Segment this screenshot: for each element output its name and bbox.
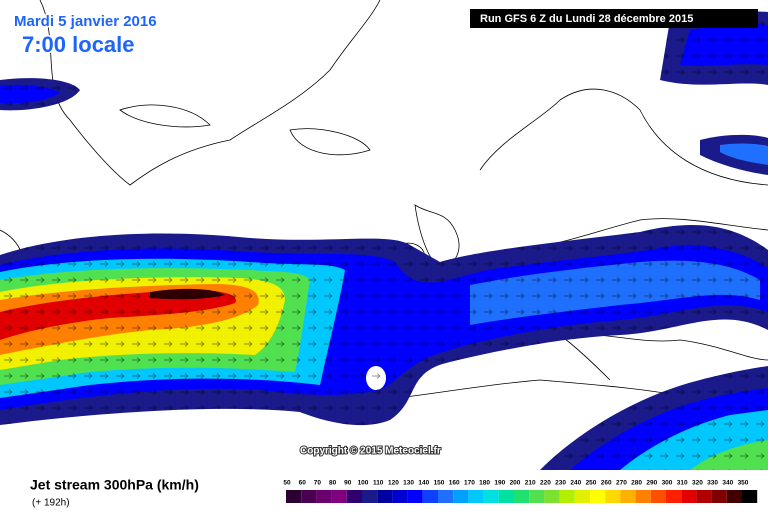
map [0,0,768,470]
legend-label: 290 [646,480,657,487]
legend-label: 140 [418,480,429,487]
legend-swatch [696,490,712,503]
legend-label: 120 [388,480,399,487]
legend-label: 190 [494,480,505,487]
legend-swatch [362,490,378,503]
legend-swatch [286,490,302,503]
legend-swatch [377,490,393,503]
legend-swatch [559,490,575,503]
legend-label: 160 [449,480,460,487]
legend-label: 300 [662,480,673,487]
legend-swatch [726,490,742,503]
legend-swatch [453,490,469,503]
legend-swatch [514,490,530,503]
legend-label: 350 [738,480,749,487]
legend-label: 60 [299,480,307,487]
legend-swatch [498,490,514,503]
legend-label: 180 [479,480,490,487]
legend-swatch [468,490,484,503]
legend-swatch [742,490,758,503]
legend-swatch [544,490,560,503]
legend-label: 150 [434,480,445,487]
legend-swatch [316,490,332,503]
legend-label: 170 [464,480,475,487]
legend-swatch [650,490,666,503]
legend-label: 330 [707,480,718,487]
legend-swatch [392,490,408,503]
legend-swatch [331,490,347,503]
copyright: Copyright © 2015 Meteociel.fr [300,446,441,457]
legend-label: 310 [677,480,688,487]
color-legend: 50 60 70 80 90 100 110 120 130 140 150 160 170 180 190… [283,480,758,503]
legend-swatch [711,490,727,503]
legend-label: 320 [692,480,703,487]
legend-swatch [483,490,499,503]
legend-label: 250 [586,480,597,487]
legend-swatch [681,490,697,503]
legend-label: 270 [616,480,627,487]
legend-swatch [620,490,636,503]
legend-label: 240 [570,480,581,487]
jet-stream-field [0,11,768,470]
legend-swatch [590,490,606,503]
run-info: Run GFS 6 Z du Lundi 28 décembre 2015 [480,13,693,25]
legend-label: 80 [329,480,337,487]
legend-label: 210 [525,480,536,487]
forecast-date: Mardi 5 janvier 2016 [14,13,157,30]
legend-label: 340 [722,480,733,487]
legend-label: 280 [631,480,642,487]
legend-swatch [605,490,621,503]
legend-label: 50 [283,480,291,487]
product-title: Jet stream 300hPa (km/h) [30,477,199,493]
legend-label: 70 [314,480,322,487]
legend-swatch [407,490,423,503]
legend-label: 100 [358,480,369,487]
legend-swatch [301,490,317,503]
legend-swatch [635,490,651,503]
forecast-time: 7:00 locale [22,32,135,57]
legend-label: 260 [601,480,612,487]
lead-time: (+ 192h) [32,498,70,509]
legend-swatch [574,490,590,503]
legend-label: 220 [540,480,551,487]
legend-swatch [346,490,362,503]
legend-label: 200 [510,480,521,487]
run-banner [470,9,758,28]
legend-label: 130 [403,480,414,487]
legend-swatch [438,490,454,503]
legend-swatch [422,490,438,503]
legend-label: 110 [373,480,384,487]
legend-label: 230 [555,480,566,487]
legend-label: 90 [344,480,352,487]
legend-swatch [666,490,682,503]
legend-swatch [529,490,545,503]
